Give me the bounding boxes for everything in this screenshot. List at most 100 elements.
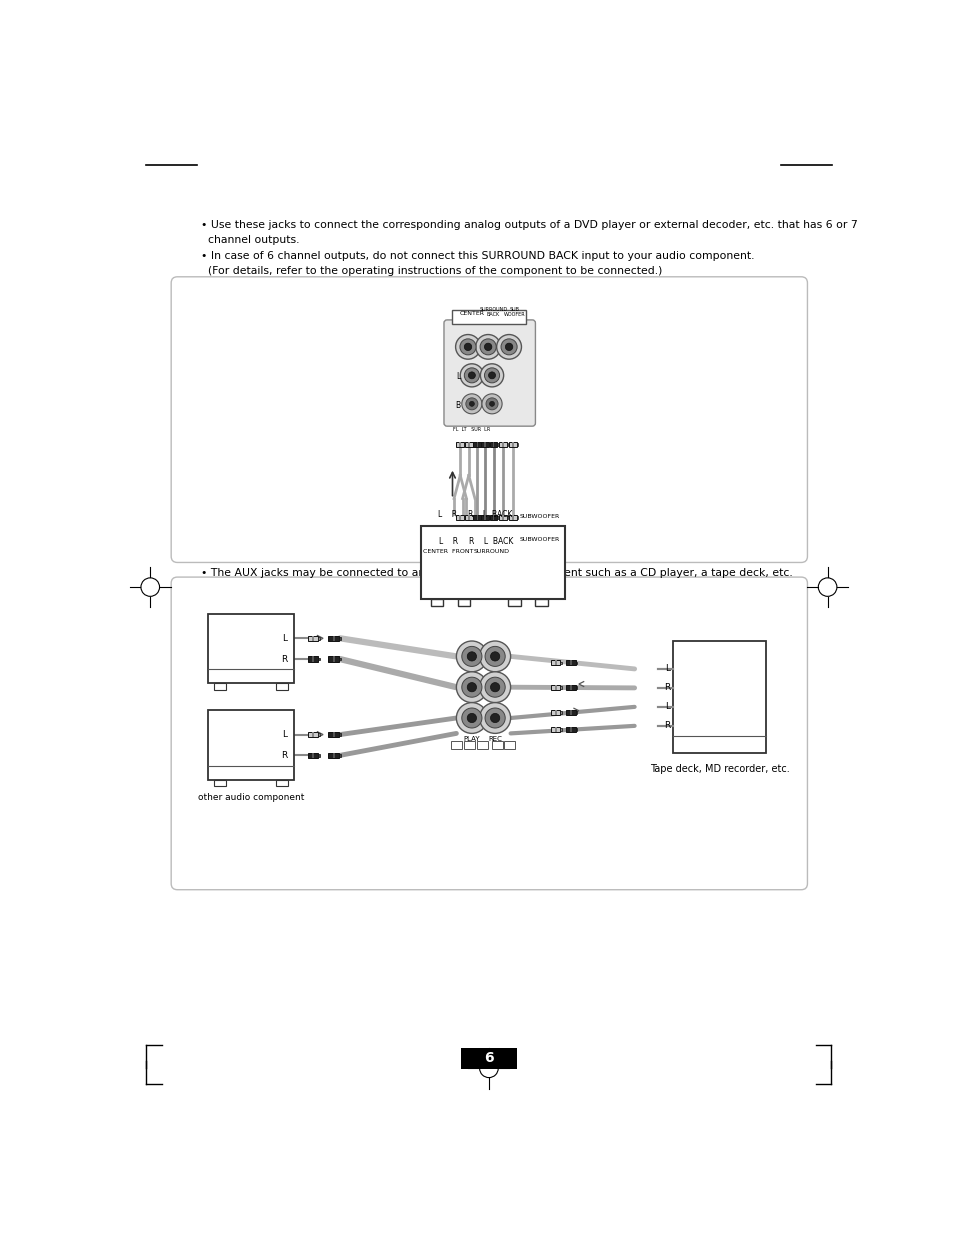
Bar	[492, 741, 502, 748]
Circle shape	[484, 677, 505, 698]
FancyBboxPatch shape	[171, 277, 806, 562]
Bar	[497, 516, 498, 519]
Text: CENTER  FRONT: CENTER FRONT	[423, 548, 474, 553]
Bar	[512, 442, 513, 447]
Text: REC: REC	[488, 736, 501, 742]
Text: 6: 6	[483, 1051, 494, 1066]
Text: Tape deck, MD recorder, etc.: Tape deck, MD recorder, etc.	[649, 764, 789, 774]
Bar	[489, 442, 497, 447]
Text: SUBWOOFER: SUBWOOFER	[519, 537, 559, 542]
Bar	[570, 727, 572, 732]
Circle shape	[456, 335, 480, 359]
Bar	[275, 779, 288, 785]
Text: SURROUND
BACK: SURROUND BACK	[479, 308, 507, 317]
Bar	[488, 516, 490, 519]
Bar	[456, 442, 464, 447]
Bar	[328, 656, 339, 662]
Bar	[575, 729, 577, 731]
Bar	[451, 741, 461, 748]
Circle shape	[467, 652, 476, 661]
Bar	[339, 637, 341, 640]
Bar	[575, 687, 577, 689]
Bar	[570, 661, 572, 664]
Bar	[459, 442, 460, 447]
Bar	[559, 662, 561, 663]
Bar	[550, 661, 559, 664]
Bar	[489, 515, 497, 520]
Text: L    R: L R	[437, 510, 456, 520]
Text: other audio component: other audio component	[197, 793, 304, 803]
FancyBboxPatch shape	[443, 320, 535, 426]
Circle shape	[488, 372, 495, 379]
Circle shape	[456, 703, 487, 734]
Text: CENTER: CENTER	[459, 311, 484, 316]
Bar	[464, 515, 472, 520]
Bar	[554, 727, 556, 732]
Bar	[464, 516, 465, 519]
Circle shape	[484, 708, 505, 727]
Bar	[506, 516, 508, 519]
Bar	[431, 599, 443, 606]
Text: SURROUND: SURROUND	[473, 548, 509, 553]
Circle shape	[461, 677, 481, 698]
Bar	[570, 685, 572, 690]
Circle shape	[490, 714, 499, 722]
Bar	[566, 685, 575, 690]
Bar	[508, 599, 520, 606]
Bar	[473, 515, 480, 520]
Bar	[673, 641, 765, 752]
Circle shape	[481, 394, 501, 414]
Circle shape	[500, 338, 517, 354]
Circle shape	[489, 401, 494, 406]
Bar	[476, 741, 488, 748]
Text: R: R	[663, 721, 670, 730]
Circle shape	[469, 401, 474, 406]
Text: L: L	[281, 634, 287, 642]
Bar	[307, 752, 318, 758]
Bar	[476, 442, 477, 447]
Text: SUBWOOFER: SUBWOOFER	[519, 514, 559, 520]
Bar	[509, 515, 517, 520]
Bar	[460, 1047, 517, 1070]
Bar	[307, 656, 318, 662]
Bar	[421, 526, 564, 599]
Bar	[480, 515, 488, 520]
Bar	[312, 732, 314, 737]
Text: R: R	[281, 655, 287, 663]
Text: L    R: L R	[438, 537, 457, 546]
Bar	[307, 636, 318, 641]
Bar	[501, 442, 503, 447]
Circle shape	[490, 683, 499, 692]
Bar	[550, 685, 559, 690]
Bar	[554, 661, 556, 664]
Bar	[333, 636, 335, 641]
Text: R    L  BACK: R L BACK	[468, 510, 512, 520]
Bar	[550, 727, 559, 732]
Bar	[328, 752, 339, 758]
Circle shape	[484, 368, 499, 383]
Bar	[575, 662, 577, 663]
Bar	[559, 687, 561, 689]
Bar	[506, 443, 508, 446]
Text: • Use these jacks to connect the corresponding analog outputs of a DVD player or: • Use these jacks to connect the corresp…	[200, 220, 857, 230]
Bar	[328, 732, 339, 737]
Bar	[566, 727, 575, 732]
Text: L: L	[281, 730, 287, 739]
Text: PLAY: PLAY	[463, 736, 479, 742]
Circle shape	[476, 335, 500, 359]
Bar	[318, 734, 320, 736]
FancyBboxPatch shape	[171, 577, 806, 889]
Bar	[208, 710, 294, 779]
Bar	[498, 442, 506, 447]
Circle shape	[459, 364, 483, 387]
Bar	[213, 683, 226, 689]
Bar	[497, 443, 498, 446]
Bar	[535, 599, 547, 606]
Bar	[512, 515, 513, 520]
Bar	[484, 515, 485, 520]
Text: L: L	[456, 373, 459, 382]
Bar	[566, 710, 575, 715]
Circle shape	[456, 641, 487, 672]
Bar	[312, 636, 314, 641]
Text: (For details, refer to the operating instructions of the component to be connect: (For details, refer to the operating ins…	[200, 266, 661, 275]
